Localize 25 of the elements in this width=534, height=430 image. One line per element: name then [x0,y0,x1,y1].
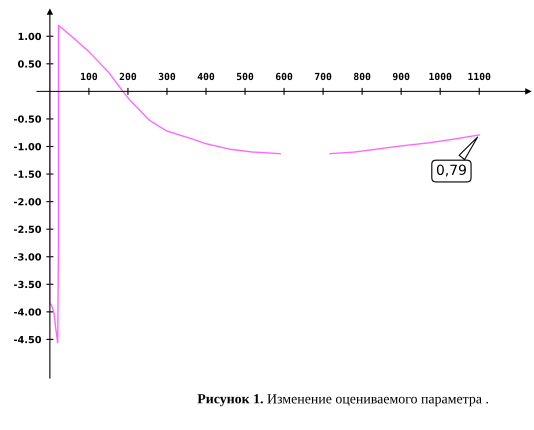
x-tick-label: 700 [314,72,332,80]
y-tick-label: -4.50 [14,336,42,344]
x-tick-label: 1100 [468,72,490,80]
x-tick-label: 400 [198,72,214,80]
y-tick-label: -1.50 [14,170,42,178]
y-tick-label: -3.50 [14,280,42,288]
x-tick-label: 500 [236,72,254,80]
text: Рисунок 1. [198,394,263,406]
x-tick-label: 600 [276,72,292,80]
x-tick-label: 100 [81,72,98,80]
x-tick-label: 800 [354,72,370,80]
x-tick-label: 900 [392,72,410,80]
x-tick-label: 200 [120,72,136,80]
text: Изменение оцениваемого параметра . [267,394,488,406]
y-tick-label: -2.00 [14,198,42,206]
y-tick-label: -1.00 [14,142,42,150]
annotation: 0,79 [436,164,466,176]
y-tick-label: 0.50 [18,60,42,68]
y-tick-label: -3.00 [14,253,42,261]
x-tick-label: 300 [158,72,176,80]
y-tick-label: -0.50 [14,115,42,123]
y-tick-label: -2.50 [14,226,42,234]
x-tick-label: 1000 [429,72,452,80]
y-tick-label: -4.00 [14,308,42,316]
y-tick-label: 1.00 [18,32,42,40]
